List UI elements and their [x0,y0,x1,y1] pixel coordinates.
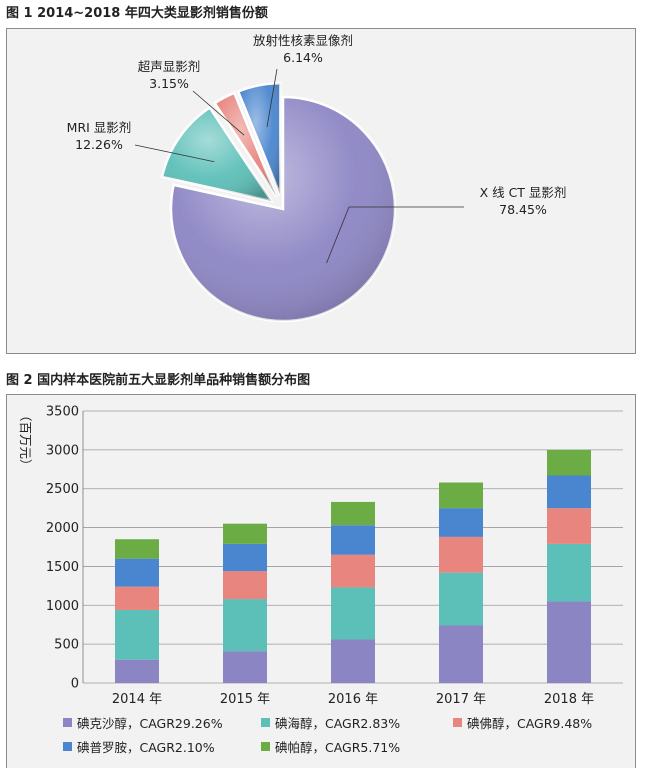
pie-chart: X 线 CT 显影剂 78.45% MRI 显影剂 12.26% 超声显影剂 3.15% 放… [67,33,567,323]
legend-item: 碘海醇，CAGR2.83% [261,713,400,732]
y-tick-label: 3500 [46,405,79,420]
bar-segment [115,558,159,587]
pie-slice [169,95,397,323]
bar-segment [115,586,159,610]
pie-leader-line [326,206,464,264]
pie-slice-value: 12.26% [75,137,123,152]
y-tick-label: 500 [54,638,79,653]
pie-slice [213,91,278,198]
legend-label: 碘帕醇，CAGR5.71% [275,740,401,755]
legend-swatch [453,718,462,727]
y-tick-label: 3000 [46,443,79,458]
bar-segment [547,601,591,683]
bar-segment [331,501,375,526]
legend-item: 碘克沙醇，CAGR29.26% [63,713,223,732]
bar-segment [223,523,267,544]
x-tick-label: 2016 年 [328,692,378,705]
y-axis-label: （百万元） [18,409,33,472]
pie-slice-value: 78.45% [499,202,547,217]
bar-segment [439,625,483,683]
bar-segment [439,482,483,509]
x-tick-label: 2018 年 [544,692,594,705]
legend-label: 碘克沙醇，CAGR29.26% [77,716,223,731]
pie-slice-label: 放射性核素显像剂 [253,33,353,48]
legend-item: 碘普罗胺，CAGR2.10% [63,737,215,756]
x-tick-label: 2017 年 [436,692,486,705]
bar-segment [115,659,159,683]
bar-segment [331,554,375,588]
x-tick-label: 2014 年 [112,692,162,705]
bar-segment [547,475,591,509]
bar-segment [331,525,375,555]
bar-segment [223,543,267,572]
y-tick-label: 1000 [46,599,79,614]
legend-item: 碘佛醇，CAGR9.48% [453,713,592,732]
pie-slice-label: 超声显影剂 [138,59,201,74]
bar-segment [547,543,591,602]
pie-slice-value: 6.14% [283,50,323,65]
pie-slice [160,105,275,203]
pie-slice-label: X 线 CT 显影剂 [480,185,567,200]
pie-slice-label: MRI 显影剂 [67,120,132,135]
legend-label: 碘佛醇，CAGR9.48% [467,716,593,731]
bar-segment [547,508,591,544]
y-tick-label: 1500 [46,560,79,575]
bar-segment [223,599,267,652]
bar-segment [331,587,375,640]
pie-leader-line [266,68,278,128]
legend-swatch [261,718,270,727]
bar-segment [115,539,159,559]
y-tick-label: 0 [71,677,79,692]
legend-item: 碘帕醇，CAGR5.71% [261,737,400,756]
pie-slice-value: 3.15% [149,76,189,91]
bar-segment [439,572,483,626]
legend-swatch [63,718,72,727]
stacked-bar-chart: （百万元） 0 500 1000 1500 2000 2500 3000 3500 2014 年 2… [18,405,623,707]
bar-segment [439,536,483,573]
x-tick-label: 2015 年 [220,692,270,705]
pie-leader-line [134,144,215,163]
pie-leader-line [192,90,245,136]
legend-label: 碘普罗胺，CAGR2.10% [77,740,215,755]
y-tick-label: 2000 [46,521,79,536]
legend-label: 碘海醇，CAGR2.83% [275,716,401,731]
figure-2-title: 图 2 国内样本医院前五大显影剂单品种销售额分布图 [6,373,311,388]
bar-segment [115,609,159,660]
legend-swatch [261,742,270,751]
bar-segment [223,571,267,600]
bar-segment [439,508,483,537]
pie-chart-panel: X 线 CT 显影剂 78.45% MRI 显影剂 12.26% 超声显影剂 3.15% 放… [6,28,636,354]
figure-1-title: 图 1 2014~2018 年四大类显影剂销售份额 [6,6,268,21]
legend-swatch [63,742,72,751]
bar-segment [223,651,267,683]
bar-segment [547,449,591,476]
bar-segment [331,639,375,683]
bar-chart-panel: （百万元） 0 500 1000 1500 2000 2500 3000 3500 2014 年 2… [6,394,636,768]
y-tick-label: 2500 [46,482,79,497]
